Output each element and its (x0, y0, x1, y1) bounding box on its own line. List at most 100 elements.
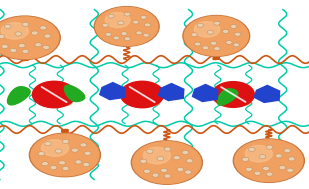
Circle shape (131, 141, 202, 184)
Circle shape (214, 21, 220, 25)
Circle shape (15, 32, 22, 36)
Circle shape (31, 134, 99, 176)
Circle shape (143, 147, 170, 164)
Circle shape (121, 32, 127, 36)
Circle shape (284, 149, 291, 153)
Polygon shape (217, 89, 238, 105)
Circle shape (41, 140, 68, 156)
Circle shape (157, 156, 164, 161)
Circle shape (266, 145, 273, 149)
Circle shape (2, 44, 8, 49)
Polygon shape (64, 85, 85, 101)
Polygon shape (100, 83, 125, 100)
Circle shape (19, 43, 25, 48)
Circle shape (118, 21, 124, 25)
Circle shape (177, 167, 184, 172)
Circle shape (246, 167, 252, 171)
Circle shape (212, 82, 254, 107)
Circle shape (233, 43, 239, 47)
Circle shape (194, 22, 220, 37)
Circle shape (259, 155, 266, 159)
Circle shape (43, 45, 49, 50)
Circle shape (31, 31, 38, 35)
Circle shape (202, 46, 209, 50)
Circle shape (194, 42, 201, 46)
Circle shape (124, 12, 130, 16)
Circle shape (62, 166, 69, 170)
Polygon shape (159, 84, 184, 101)
Circle shape (44, 34, 51, 38)
Circle shape (35, 43, 42, 47)
Circle shape (226, 40, 232, 44)
Circle shape (136, 31, 142, 35)
Circle shape (146, 149, 153, 153)
Circle shape (10, 48, 17, 53)
Circle shape (248, 147, 255, 151)
Circle shape (140, 159, 147, 163)
Circle shape (144, 23, 150, 27)
Circle shape (231, 25, 237, 29)
Circle shape (254, 171, 261, 175)
Circle shape (22, 49, 29, 53)
Circle shape (29, 133, 100, 177)
Circle shape (62, 139, 69, 144)
Circle shape (83, 163, 90, 167)
Circle shape (121, 81, 164, 108)
Circle shape (102, 23, 108, 27)
Circle shape (235, 32, 241, 36)
Circle shape (214, 47, 220, 50)
Circle shape (60, 98, 72, 105)
Circle shape (161, 168, 167, 172)
Circle shape (71, 148, 78, 152)
Circle shape (197, 23, 203, 27)
Circle shape (50, 166, 57, 170)
Circle shape (0, 34, 5, 39)
Circle shape (105, 33, 112, 36)
Circle shape (148, 98, 160, 105)
Circle shape (275, 154, 282, 158)
Polygon shape (193, 84, 218, 101)
Circle shape (182, 150, 189, 155)
Circle shape (40, 26, 47, 30)
Circle shape (0, 16, 60, 60)
Circle shape (152, 173, 159, 177)
Circle shape (4, 24, 11, 29)
Circle shape (1, 23, 28, 39)
Circle shape (191, 33, 197, 37)
Circle shape (38, 152, 45, 156)
Circle shape (84, 151, 91, 155)
Circle shape (287, 168, 294, 172)
Circle shape (173, 156, 180, 160)
Circle shape (183, 15, 250, 56)
Circle shape (222, 29, 229, 33)
Circle shape (75, 160, 82, 164)
Circle shape (55, 149, 62, 153)
Circle shape (105, 12, 130, 28)
Polygon shape (7, 87, 30, 105)
Circle shape (108, 14, 114, 18)
Circle shape (22, 22, 29, 26)
Circle shape (141, 15, 147, 19)
Circle shape (133, 142, 201, 183)
Circle shape (0, 17, 59, 59)
Circle shape (32, 81, 76, 108)
Circle shape (239, 98, 251, 105)
Circle shape (184, 16, 248, 56)
Circle shape (233, 139, 304, 182)
Circle shape (210, 41, 217, 45)
Circle shape (80, 143, 87, 147)
Circle shape (279, 166, 286, 170)
Circle shape (185, 170, 192, 174)
Circle shape (164, 174, 171, 178)
Circle shape (95, 7, 158, 46)
Circle shape (143, 33, 149, 37)
Circle shape (245, 146, 273, 162)
Circle shape (94, 7, 159, 46)
Circle shape (186, 159, 193, 163)
Circle shape (235, 140, 303, 181)
Circle shape (124, 37, 130, 41)
Polygon shape (254, 85, 280, 102)
Circle shape (113, 36, 119, 40)
Circle shape (266, 172, 273, 176)
Circle shape (59, 161, 66, 165)
